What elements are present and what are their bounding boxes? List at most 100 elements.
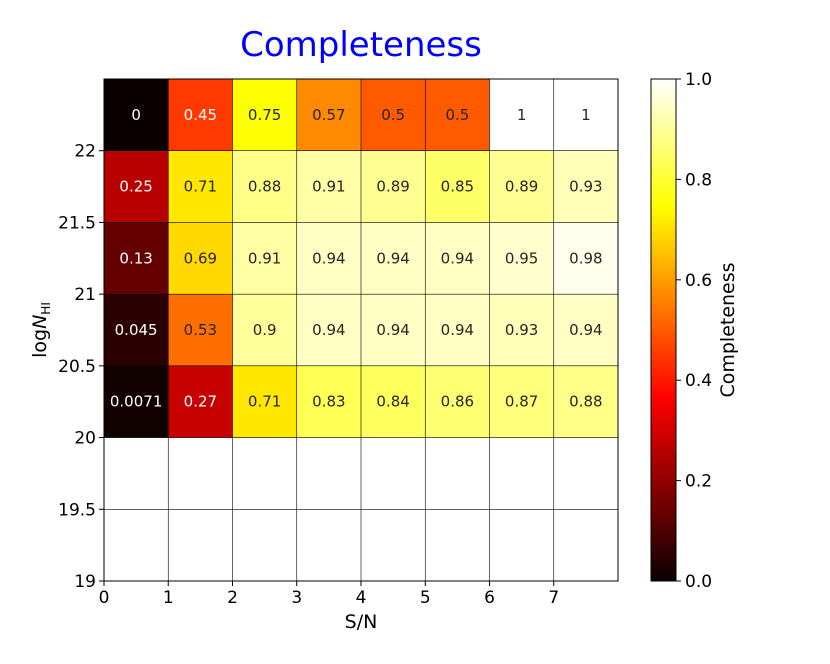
y-axis-ticks: 19 19.5 20 20.5 21 21.5 22 xyxy=(58,142,104,592)
heatmap-cell xyxy=(425,79,490,151)
cell-value-label: 0.5 xyxy=(381,106,405,124)
cell-value-label: 0.87 xyxy=(505,393,538,411)
y-tick-label: 21 xyxy=(74,285,96,305)
heatmap-cell xyxy=(168,150,233,223)
colorbar-tick-label: 0.4 xyxy=(685,371,712,391)
cell-value-label: 0.94 xyxy=(569,321,602,339)
colorbar-label: Completeness xyxy=(717,262,739,397)
cell-value-label: 0.71 xyxy=(184,178,217,196)
cell-value-label: 0.045 xyxy=(115,321,158,339)
heatmap-cell xyxy=(553,294,618,366)
heatmap-cell xyxy=(168,222,233,295)
heatmap-cell xyxy=(296,294,361,366)
cell-value-label: 1 xyxy=(517,106,527,124)
x-tick-label: 2 xyxy=(227,588,238,608)
y-tick-label: 20 xyxy=(74,429,96,449)
heatmap-cell xyxy=(232,294,297,366)
heatmap-cell xyxy=(489,79,554,151)
cell-value-label: 0.45 xyxy=(184,106,217,124)
y-axis-label: logNHI xyxy=(29,302,53,358)
heatmap-cell xyxy=(489,294,554,366)
heatmap-cell xyxy=(296,150,361,223)
cell-value-label: 0.53 xyxy=(184,321,217,339)
heatmap-cell xyxy=(553,150,618,223)
cell-value-label: 0.91 xyxy=(312,178,345,196)
y-axis-label-sub: HI xyxy=(39,302,53,315)
heatmap-cell xyxy=(296,79,361,151)
x-axis-ticks: 0 1 2 3 4 5 6 7 xyxy=(99,581,559,608)
cell-value-label: 0.83 xyxy=(312,393,345,411)
heatmap-cell xyxy=(489,150,554,223)
cell-value-label: 0.91 xyxy=(248,249,281,267)
heatmap-cell xyxy=(489,222,554,295)
cell-value-label: 0.0071 xyxy=(110,393,163,411)
cell-value-label: 0.88 xyxy=(569,393,602,411)
x-tick-label: 3 xyxy=(291,588,302,608)
heatmap-cell xyxy=(104,365,169,438)
colorbar-tick-label: 1.0 xyxy=(685,70,712,90)
heatmap-cell xyxy=(232,79,297,151)
cell-value-label: 0.93 xyxy=(569,178,602,196)
cell-value-label: 0.94 xyxy=(312,321,345,339)
heatmap-cell xyxy=(104,150,169,223)
cell-value-label: 1 xyxy=(581,106,591,124)
colorbar-tick-label: 0.6 xyxy=(685,271,712,291)
cell-value-label: 0 xyxy=(131,106,141,124)
cell-value-label: 0.94 xyxy=(376,321,409,339)
y-tick-label: 22 xyxy=(74,142,96,162)
cell-value-label: 0.25 xyxy=(119,178,152,196)
heatmap-cell xyxy=(232,150,297,223)
cell-value-label: 0.95 xyxy=(505,249,538,267)
cell-value-label: 0.89 xyxy=(376,178,409,196)
heatmap-cell xyxy=(425,294,490,366)
cell-value-label: 0.94 xyxy=(441,321,474,339)
heatmap-cell xyxy=(296,365,361,438)
chart-title: Completeness xyxy=(240,25,482,65)
y-axis-label-n: N xyxy=(29,315,51,329)
heatmap-cell xyxy=(425,222,490,295)
x-tick-label: 1 xyxy=(163,588,174,608)
y-tick-label: 20.5 xyxy=(58,357,96,377)
heatmap-cell xyxy=(553,365,618,438)
heatmap-cell xyxy=(489,365,554,438)
cell-value-label: 0.94 xyxy=(376,249,409,267)
heatmap-cell xyxy=(361,79,426,151)
heatmap-cell xyxy=(104,79,169,151)
x-axis-label: S/N xyxy=(345,611,378,633)
cell-value-label: 0.86 xyxy=(441,393,474,411)
heatmap-cell xyxy=(553,79,618,151)
y-tick-label: 19 xyxy=(74,572,96,592)
cell-value-label: 0.88 xyxy=(248,178,281,196)
cell-value-label: 0.69 xyxy=(184,249,217,267)
x-tick-label: 0 xyxy=(99,588,110,608)
cell-value-label: 0.71 xyxy=(248,393,281,411)
cell-value-label: 0.89 xyxy=(505,178,538,196)
heatmap-cell xyxy=(168,365,233,438)
cell-value-label: 0.98 xyxy=(569,249,602,267)
heatmap-cell xyxy=(361,222,426,295)
cell-value-label: 0.27 xyxy=(184,393,217,411)
colorbar xyxy=(650,78,677,582)
heatmap-cell xyxy=(553,222,618,295)
colorbar-tick-label: 0.2 xyxy=(685,472,712,492)
heatmap-cell xyxy=(361,294,426,366)
heatmap-cell xyxy=(168,294,233,366)
heatmap-cell xyxy=(104,222,169,295)
heatmap-cell xyxy=(425,150,490,223)
colorbar-ticks: 0.0 0.2 0.4 0.6 0.8 1.0 xyxy=(676,70,712,592)
heatmap-cell xyxy=(361,365,426,438)
cell-value-label: 0.9 xyxy=(253,321,277,339)
colorbar-tick-label: 0.0 xyxy=(685,572,712,592)
cell-value-label: 0.93 xyxy=(505,321,538,339)
heatmap-cells xyxy=(104,79,618,438)
x-tick-label: 7 xyxy=(548,588,559,608)
x-tick-label: 6 xyxy=(484,588,495,608)
cell-value-label: 0.13 xyxy=(119,249,152,267)
cell-value-label: 0.57 xyxy=(312,106,345,124)
cell-value-label: 0.75 xyxy=(248,106,281,124)
cell-value-label: 0.85 xyxy=(441,178,474,196)
x-tick-label: 5 xyxy=(420,588,431,608)
y-axis-label-log: log xyxy=(29,329,51,358)
cell-value-label: 0.94 xyxy=(441,249,474,267)
